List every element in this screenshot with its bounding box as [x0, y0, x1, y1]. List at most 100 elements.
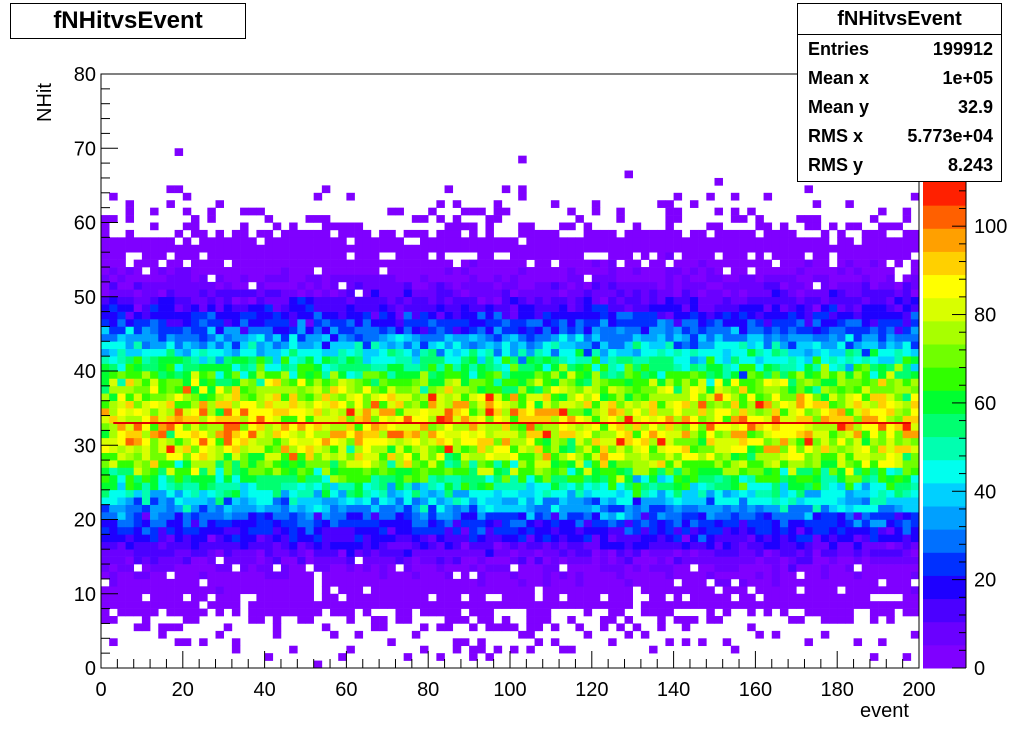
- heatmap-cell: [649, 601, 658, 609]
- heatmap-cell: [763, 348, 773, 357]
- heatmap-cell: [763, 319, 773, 327]
- heatmap-cell: [362, 593, 372, 602]
- heatmap-cell: [788, 571, 797, 580]
- heatmap-cell: [869, 356, 879, 364]
- heatmap-cell: [141, 452, 151, 461]
- heatmap-cell: [788, 482, 797, 491]
- heatmap-cell: [182, 311, 192, 320]
- heatmap-cell: [763, 385, 773, 394]
- heatmap-cell: [420, 378, 429, 387]
- heatmap-cell: [755, 437, 764, 446]
- heatmap-cell: [248, 445, 257, 453]
- heatmap-cell: [133, 363, 143, 372]
- heatmap-cell: [125, 378, 135, 387]
- heatmap-cell: [559, 460, 568, 468]
- heatmap-cell: [387, 460, 396, 468]
- heatmap-cell: [861, 267, 871, 275]
- heatmap-cell: [109, 601, 118, 609]
- heatmap-cell: [272, 296, 282, 305]
- heatmap-cell: [141, 526, 151, 535]
- heatmap-cell: [608, 489, 617, 498]
- heatmap-cell: [550, 519, 560, 528]
- heatmap-cell: [223, 289, 233, 298]
- heatmap-cell: [501, 460, 511, 468]
- heatmap-cell: [771, 244, 781, 253]
- heatmap-cell: [698, 474, 707, 483]
- heatmap-cell: [657, 512, 666, 520]
- heatmap-cell: [117, 348, 126, 357]
- heatmap-cell: [362, 422, 372, 431]
- heatmap-cell: [346, 393, 355, 401]
- heatmap-cell: [779, 437, 789, 446]
- heatmap-cell: [280, 289, 290, 298]
- heatmap-cell: [665, 422, 674, 431]
- heatmap-cell: [591, 512, 601, 520]
- heatmap-cell: [485, 408, 494, 416]
- heatmap-cell: [109, 274, 118, 283]
- heatmap-cell: [575, 549, 584, 557]
- heatmap-cell: [256, 267, 265, 275]
- heatmap-cell: [190, 608, 200, 617]
- heatmap-cell: [763, 237, 773, 246]
- heatmap-cell: [649, 348, 658, 357]
- heatmap-cell: [739, 333, 748, 342]
- heatmap-cell: [280, 534, 290, 543]
- heatmap-cell: [477, 512, 486, 520]
- heatmap-cell: [403, 259, 413, 268]
- heatmap-cell: [788, 400, 797, 409]
- heatmap-cell: [240, 244, 249, 253]
- heatmap-cell: [182, 371, 192, 379]
- heatmap-cell: [272, 578, 282, 587]
- heatmap-cell: [240, 504, 249, 513]
- heatmap-cell: [240, 564, 249, 572]
- heatmap-cell: [763, 497, 773, 505]
- heatmap-cell: [779, 556, 789, 565]
- heatmap-cell: [534, 371, 544, 379]
- heatmap-cell: [313, 371, 323, 379]
- heatmap-cell: [297, 229, 306, 238]
- heatmap-cell: [649, 385, 658, 394]
- heatmap-cell: [665, 526, 674, 535]
- heatmap-cell: [338, 289, 347, 298]
- heatmap-cell: [452, 638, 462, 647]
- heatmap-cell: [755, 371, 764, 379]
- heatmap-cell: [542, 571, 552, 580]
- heatmap-cell: [452, 504, 462, 513]
- heatmap-cell: [248, 549, 257, 557]
- heatmap-cell: [272, 400, 282, 409]
- heatmap-cell: [698, 296, 707, 305]
- heatmap-cell: [166, 512, 175, 520]
- heatmap-cell: [370, 371, 380, 379]
- heatmap-cell: [174, 497, 184, 505]
- heatmap-cell: [608, 252, 617, 260]
- heatmap-cell: [567, 415, 576, 424]
- heatmap-cell: [215, 356, 224, 364]
- heatmap-cell: [804, 222, 813, 231]
- heatmap-cell: [534, 519, 544, 528]
- heatmap-cell: [354, 489, 364, 498]
- heatmap-cell: [231, 541, 241, 550]
- heatmap-cell: [510, 593, 519, 602]
- heatmap-cell: [469, 489, 478, 498]
- heatmap-cell: [354, 474, 364, 483]
- heatmap-cell: [231, 467, 241, 476]
- heatmap-cell: [747, 482, 756, 491]
- heatmap-cell: [485, 356, 494, 364]
- heatmap-cell: [771, 341, 781, 350]
- heatmap-cell: [534, 348, 544, 357]
- heatmap-cell: [477, 526, 486, 535]
- heatmap-cell: [878, 638, 887, 647]
- heatmap-cell: [264, 430, 274, 439]
- heatmap-cell: [861, 430, 871, 439]
- heatmap-cell: [796, 237, 805, 246]
- heatmap-cell: [755, 252, 764, 260]
- heatmap-cell: [681, 452, 691, 461]
- heatmap-cell: [379, 229, 388, 238]
- heatmap-cell: [460, 460, 470, 468]
- heatmap-cell: [657, 274, 666, 283]
- heatmap-cell: [305, 549, 314, 557]
- heatmap-cell: [779, 363, 789, 372]
- heatmap-cell: [763, 578, 773, 587]
- heatmap-cell: [747, 504, 756, 513]
- heatmap-cell: [264, 371, 274, 379]
